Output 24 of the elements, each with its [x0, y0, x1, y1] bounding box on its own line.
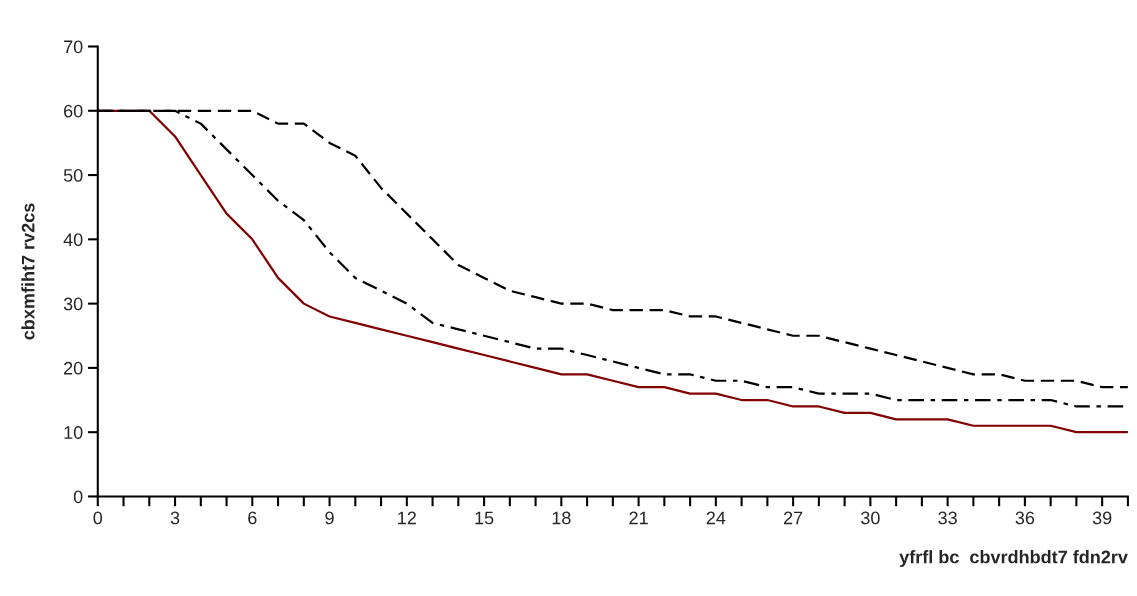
- y-tick-label: 0: [73, 490, 83, 504]
- x-tick-label: 36: [1015, 511, 1035, 525]
- x-tick-label: 12: [398, 511, 416, 525]
- y-tick-label: 20: [64, 361, 83, 375]
- x-tick-label: 27: [783, 511, 803, 525]
- x-tick-label: 24: [706, 511, 726, 525]
- x-tick-label: 9: [325, 511, 334, 525]
- y-tick-label: 70: [64, 40, 83, 54]
- x-axis-title: yfrfl bc cbvrdhbdt7 fdn2rv: [899, 550, 1128, 567]
- y-axis-title: cbxmfiht7 rv2cs: [21, 203, 35, 340]
- y-tick-label: 50: [63, 168, 83, 182]
- x-tick-label: 0: [93, 511, 103, 525]
- y-tick-label: 60: [64, 104, 83, 118]
- x-tick-label: 33: [938, 511, 957, 525]
- x-tick-label: 21: [629, 511, 648, 525]
- y-tick-label: 40: [63, 233, 83, 247]
- x-tick-label: 18: [552, 511, 571, 525]
- x-tick-label: 15: [475, 511, 494, 525]
- x-tick-label: 6: [248, 511, 257, 525]
- y-tick-label: 10: [64, 426, 83, 439]
- x-tick-label: 39: [1092, 511, 1112, 525]
- x-tick-label: 3: [170, 511, 180, 525]
- y-tick-label: 30: [63, 297, 83, 311]
- x-tick-label: 30: [861, 511, 880, 525]
